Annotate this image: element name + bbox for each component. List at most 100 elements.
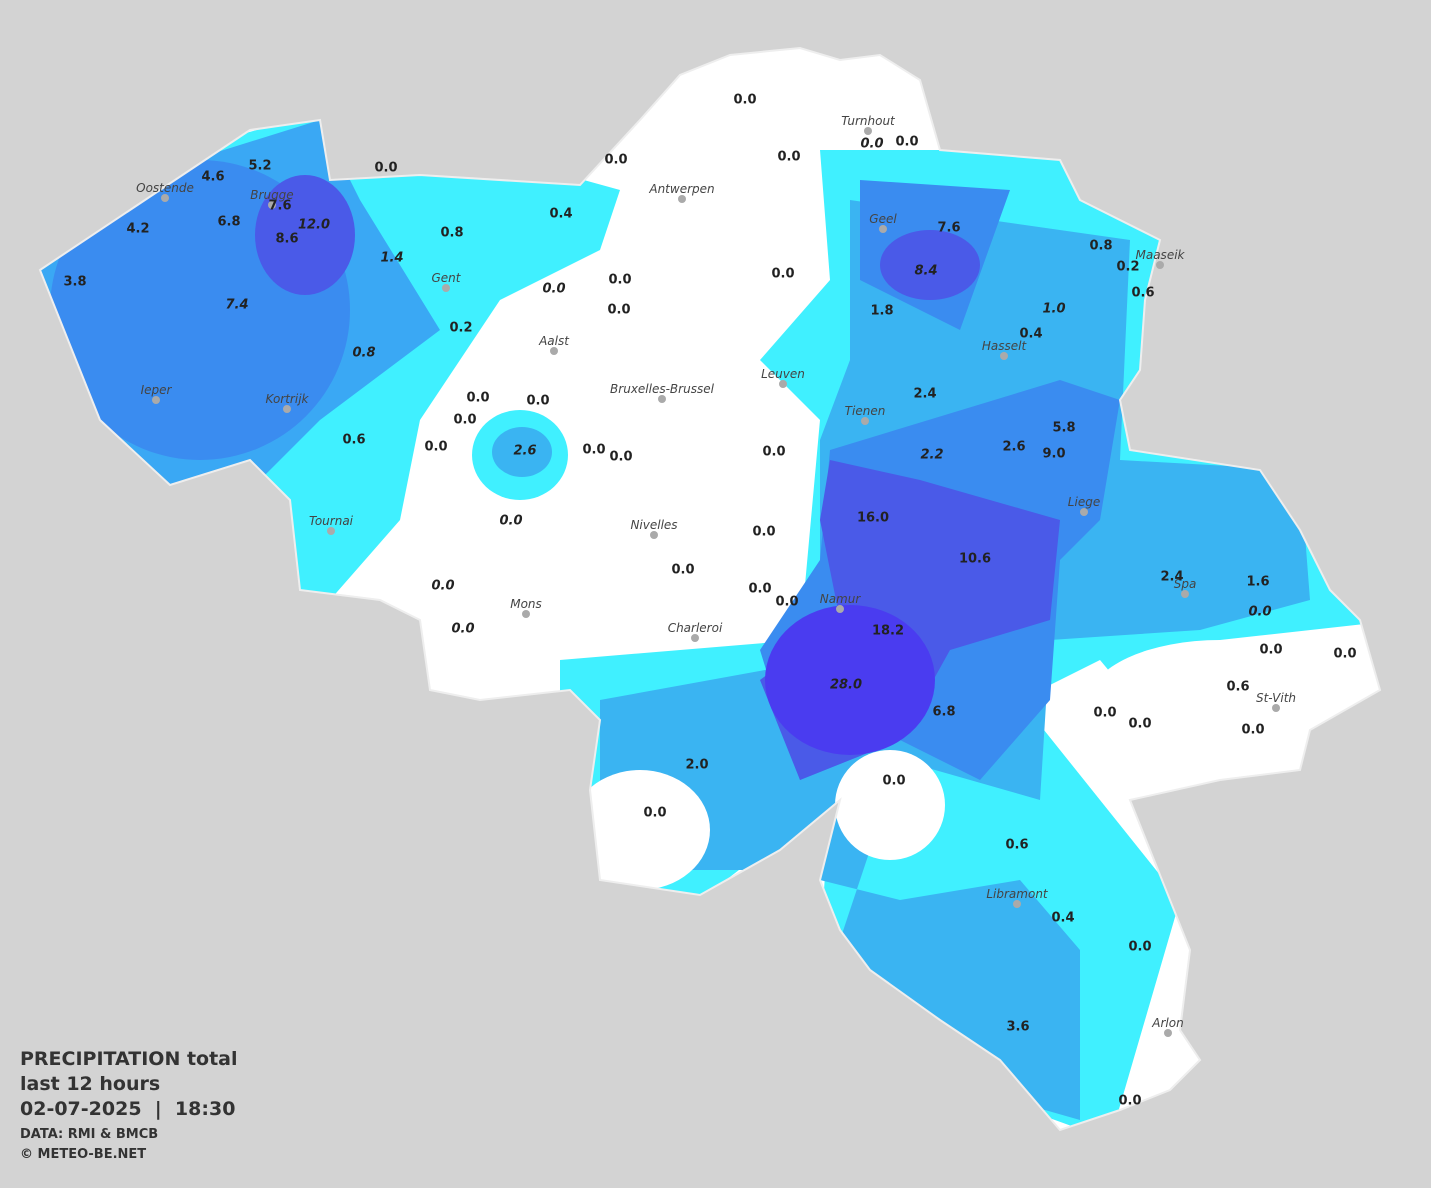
station-value: 12.0 [298, 218, 330, 233]
city-label: Tienen [845, 404, 886, 418]
station-value: 5.8 [1052, 421, 1075, 436]
city-label: Maaseik [1136, 248, 1186, 262]
station-value: 9.0 [1042, 447, 1065, 462]
city-label: Tournai [309, 514, 354, 528]
station-value: 0.0 [882, 774, 905, 789]
station-value: 7.6 [937, 221, 960, 236]
city-dot [861, 417, 869, 425]
legend-date: 02-07-2025 | 18:30 [20, 1098, 235, 1120]
city-label: Brugge [250, 188, 293, 202]
station-value: 0.0 [582, 443, 605, 458]
legend-subtitle: last 12 hours [20, 1073, 160, 1095]
city-label: Ieper [141, 383, 173, 397]
city-label: Arlon [1151, 1016, 1183, 1030]
city-dot [650, 531, 658, 539]
station-value: 0.2 [449, 321, 472, 336]
city-dot [1080, 508, 1088, 516]
city-label: Charleroi [668, 621, 723, 635]
station-value: 0.0 [775, 595, 798, 610]
station-value: 0.6 [1226, 680, 1249, 695]
station-value: 2.0 [685, 758, 708, 773]
station-value: 8.4 [914, 264, 937, 279]
station-value: 0.0 [453, 413, 476, 428]
station-value: 7.6 [268, 199, 291, 214]
station-value: 0.0 [1248, 605, 1271, 620]
city-label: Geel [869, 212, 897, 226]
station-value: 0.0 [1259, 643, 1282, 658]
station-value: 0.0 [526, 394, 549, 409]
station-value: 0.6 [342, 433, 365, 448]
city-label: Aalst [538, 334, 570, 348]
station-value: 18.2 [872, 624, 904, 639]
station-value: 1.6 [1246, 575, 1269, 590]
station-value: 0.0 [762, 445, 785, 460]
station-value: 10.6 [959, 552, 991, 567]
station-value: 0.0 [1241, 723, 1264, 738]
city-label: Bruxelles-Brussel [610, 382, 715, 396]
city-dot [1156, 261, 1164, 269]
legend: PRECIPITATION total last 12 hours 02-07-… [20, 1048, 238, 1162]
station-value: 1.0 [1042, 302, 1065, 317]
city-dot [864, 127, 872, 135]
city-label: Spa [1174, 577, 1197, 591]
city-label: Hasselt [982, 339, 1028, 353]
city-label: Libramont [986, 887, 1049, 901]
station-value: 0.0 [895, 135, 918, 150]
station-value: 3.6 [1006, 1020, 1029, 1035]
city-dot [161, 194, 169, 202]
city-label: Leuven [761, 367, 805, 381]
station-value: 6.8 [217, 215, 240, 230]
city-label: Gent [432, 271, 462, 285]
station-value: 0.0 [604, 153, 627, 168]
city-dot [836, 605, 844, 613]
station-value: 0.0 [542, 282, 565, 297]
station-value: 4.2 [126, 222, 149, 237]
city-dot [442, 284, 450, 292]
station-value: 0.4 [1051, 911, 1074, 926]
station-value: 0.0 [499, 514, 522, 529]
station-value: 1.4 [380, 251, 403, 266]
station-value: 2.6 [1002, 440, 1025, 455]
station-value: 2.4 [1160, 570, 1183, 585]
station-value: 28.0 [830, 678, 862, 693]
city-label: Turnhout [841, 114, 896, 128]
station-value: 0.0 [451, 622, 474, 637]
city-dot [283, 405, 291, 413]
station-value: 0.0 [1093, 706, 1116, 721]
city-dot [550, 347, 558, 355]
legend-title: PRECIPITATION total [20, 1048, 238, 1070]
station-value: 0.8 [352, 346, 375, 361]
station-value: 0.0 [466, 391, 489, 406]
station-value: 0.0 [643, 806, 666, 821]
city-dot [268, 201, 276, 209]
station-value: 0.0 [608, 273, 631, 288]
station-value: 0.0 [607, 303, 630, 318]
city-dot [1181, 590, 1189, 598]
station-value: 0.0 [1118, 1094, 1141, 1109]
city-dot [1164, 1029, 1172, 1037]
city-dot [658, 395, 666, 403]
station-value: 0.0 [860, 137, 883, 152]
station-value: 0.0 [771, 267, 794, 282]
station-value: 7.4 [225, 298, 248, 313]
station-value: 16.0 [857, 511, 889, 526]
station-value: 2.2 [920, 448, 943, 463]
city-label: Nivelles [630, 518, 677, 532]
station-value: 0.6 [1005, 838, 1028, 853]
city-label: Kortrijk [266, 392, 310, 406]
station-value: 0.0 [1128, 940, 1151, 955]
station-value: 0.8 [1089, 239, 1112, 254]
station-value: 0.0 [424, 440, 447, 455]
city-dot [1013, 900, 1021, 908]
station-value: 0.0 [1128, 717, 1151, 732]
station-value: 0.0 [609, 450, 632, 465]
city-dot [1272, 704, 1280, 712]
station-value: 4.6 [201, 170, 224, 185]
station-value: 6.8 [932, 705, 955, 720]
station-value: 0.6 [1131, 286, 1154, 301]
station-value: 0.4 [1019, 327, 1042, 342]
city-dot [522, 610, 530, 618]
station-value: 1.8 [870, 304, 893, 319]
city-label: St-Vith [1256, 691, 1296, 705]
